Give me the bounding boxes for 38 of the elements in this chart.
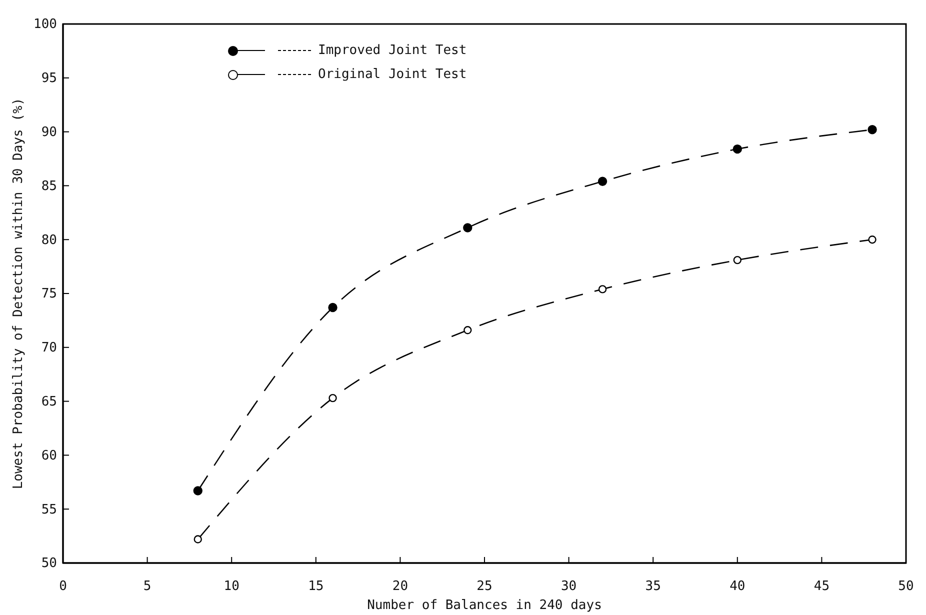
y-tick-label: 85 (41, 178, 57, 194)
point (193, 486, 202, 496)
point (328, 302, 338, 312)
x-tick-label: 5 (143, 579, 152, 594)
x-tick-label: 35 (645, 579, 661, 594)
x-tick-label: 20 (392, 579, 408, 594)
point (598, 285, 607, 294)
point (868, 236, 876, 244)
y-tick-label: 60 (41, 448, 57, 464)
y-tick-label: 80 (41, 232, 57, 248)
legend-label: Improved Joint Test (318, 42, 467, 60)
y-tick-label: 50 (41, 556, 57, 572)
point (464, 326, 472, 334)
x-axis-title: Number of Balances in 240 days (367, 598, 602, 613)
x-tick-label: 25 (476, 579, 492, 594)
x-tick-label: 0 (59, 579, 67, 594)
y-tick-label: 90 (41, 124, 57, 140)
y-tick-label: 95 (41, 71, 57, 86)
point (868, 125, 877, 134)
y-axis-title: Lowest Probability of Detection within 30 Days (%) (11, 98, 26, 490)
point (732, 144, 742, 154)
point (194, 535, 202, 544)
y-tick-label: 75 (41, 286, 57, 302)
y-tick-label: 55 (41, 502, 57, 518)
x-tick-label: 10 (224, 579, 240, 594)
point (733, 256, 742, 264)
y-tick-label: 70 (41, 340, 57, 356)
point (598, 176, 608, 186)
point (463, 223, 472, 232)
legend-label: Original Joint Test (318, 66, 467, 84)
y-tick-label: 65 (41, 394, 57, 410)
point (328, 394, 337, 402)
x-tick-label: 15 (308, 579, 324, 594)
x-tick-label: 30 (560, 579, 577, 594)
x-tick-label: 45 (814, 579, 830, 594)
x-tick-label: 40 (730, 579, 746, 594)
y-tick-label: 100 (34, 17, 57, 32)
x-tick-label: 50 (898, 579, 914, 594)
